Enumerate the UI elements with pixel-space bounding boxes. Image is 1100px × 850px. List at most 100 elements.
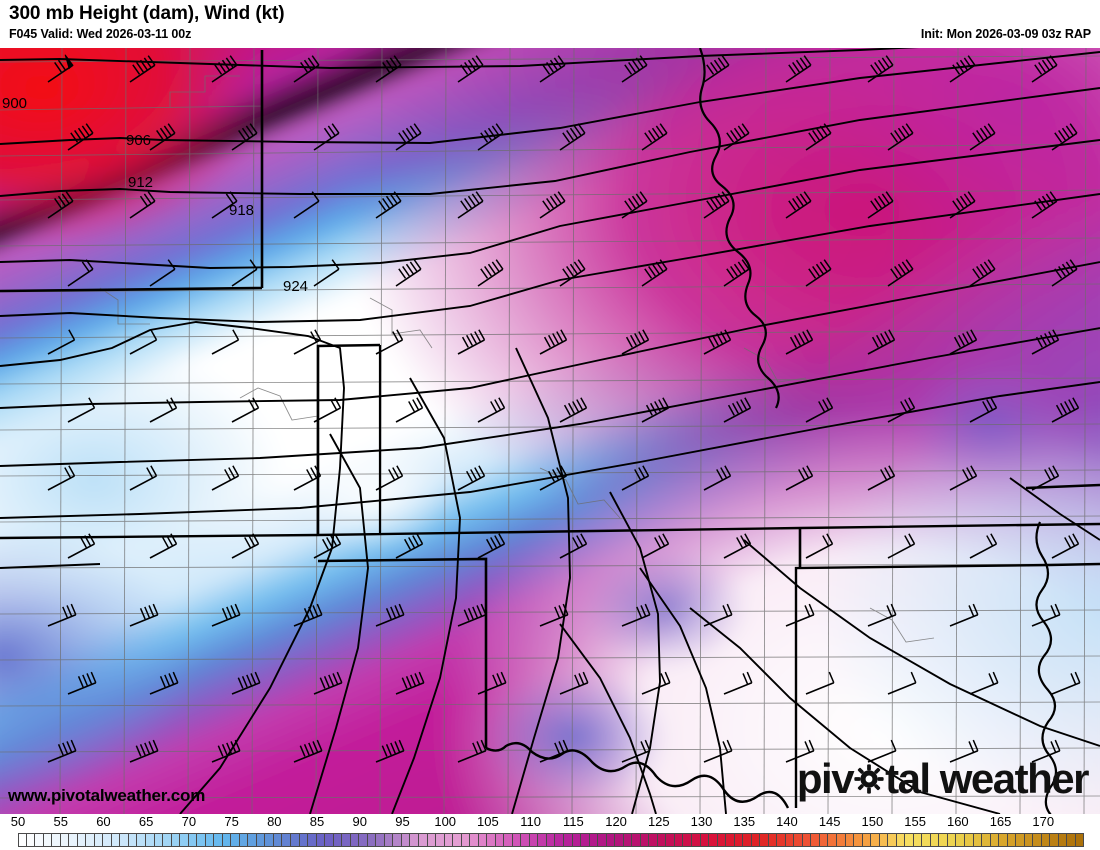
init-time-label: Init: Mon 2026-03-09 03z RAP (920, 27, 1091, 41)
colorbar-cell (896, 833, 906, 847)
colorbar-swatches (18, 833, 1085, 847)
colorbar-cell (35, 833, 44, 847)
colorbar-cell (726, 833, 735, 847)
colorbar-tick: 50 (10, 814, 26, 829)
colorbar-tick: 80 (267, 814, 282, 829)
colorbar-cell (418, 833, 428, 847)
contour-label: 918 (229, 202, 254, 219)
colorbar-cell (77, 833, 87, 847)
colorbar-cell (291, 833, 300, 847)
colorbar-tick: 130 (690, 814, 713, 829)
colorbar-cell (1024, 833, 1034, 847)
colorbar-tick: 105 (477, 814, 499, 829)
colorbar-cell (1016, 833, 1025, 847)
colorbar-tick: 165 (989, 814, 1012, 829)
colorbar-cell (282, 833, 291, 847)
colorbar-cell (214, 833, 223, 847)
colorbar-cell (555, 833, 564, 847)
colorbar-cell (103, 833, 112, 847)
colorbar-cell (922, 833, 931, 847)
colorbar-cell (444, 833, 454, 847)
colorbar-cell (197, 833, 206, 847)
map-header: 300 mb Height (dam), Wind (kt) F045 Vali… (0, 0, 1100, 48)
colorbar-cell (947, 833, 957, 847)
colorbar-cell (845, 833, 855, 847)
colorbar-cell (145, 833, 155, 847)
colorbar-tick: 170 (1032, 814, 1055, 829)
colorbar-tick: 95 (395, 814, 410, 829)
colorbar-cell (802, 833, 812, 847)
colorbar-cell (43, 833, 53, 847)
colorbar-tick: 100 (434, 814, 457, 829)
colorbar-cell (436, 833, 445, 847)
colorbar[interactable]: 50 55 60 65 70 75 80 85 90 95 100 105 110 115 120 125 13… (0, 814, 1100, 850)
colorbar-cell (86, 833, 95, 847)
colorbar-cell (709, 833, 718, 847)
colorbar-tick: 115 (562, 814, 584, 829)
colorbar-cell (333, 833, 343, 847)
contour-label: 906 (126, 132, 151, 149)
colorbar-cell (811, 833, 820, 847)
colorbar-tick: 55 (53, 814, 68, 829)
colorbar-cell (879, 833, 889, 847)
colorbar-cell (154, 833, 164, 847)
colorbar-cell (359, 833, 368, 847)
colorbar-cell (743, 833, 752, 847)
colorbar-tick: 70 (181, 814, 197, 829)
colorbar-cell (930, 833, 940, 847)
colorbar-cell (973, 833, 983, 847)
colorbar-tick: 90 (352, 814, 367, 829)
colorbar-cell (700, 833, 710, 847)
colorbar-cell (188, 833, 198, 847)
colorbar-cell (256, 833, 266, 847)
colorbar-cell (1033, 833, 1042, 847)
colorbar-cell (589, 833, 599, 847)
valid-time-label: F045 Valid: Wed 2026-03-11 00z (9, 27, 192, 41)
colorbar-cell (691, 833, 701, 847)
colorbar-cell (674, 833, 684, 847)
colorbar-cell (163, 833, 172, 847)
contour-label: 912 (128, 174, 153, 191)
colorbar-cell (487, 833, 496, 847)
colorbar-cell (69, 833, 78, 847)
colorbar-cell (888, 833, 897, 847)
colorbar-cell (982, 833, 991, 847)
colorbar-cell (956, 833, 965, 847)
colorbar-cell (512, 833, 522, 847)
colorbar-tick: 140 (776, 814, 798, 829)
colorbar-cell (734, 833, 744, 847)
colorbar-cell (1041, 833, 1051, 847)
colorbar-cell (632, 833, 641, 847)
colorbar-tick: 150 (861, 814, 884, 829)
colorbar-tick: 120 (605, 814, 627, 829)
colorbar-cell (538, 833, 547, 847)
colorbar-cell (717, 833, 727, 847)
colorbar-cell (265, 833, 274, 847)
colorbar-cell (581, 833, 590, 847)
colorbar-cell (1075, 833, 1085, 847)
colorbar-cell (26, 833, 36, 847)
map-svg: 900900906906912912918918924924 (0, 48, 1100, 814)
colorbar-cell (205, 833, 215, 847)
wind-speed-shading (0, 48, 1100, 814)
colorbar-cell (325, 833, 334, 847)
map-canvas[interactable]: 900900906906912912918918924924 www.pivot… (0, 48, 1100, 814)
colorbar-cell (239, 833, 249, 847)
colorbar-cell (495, 833, 505, 847)
colorbar-cell (964, 833, 974, 847)
colorbar-cell (367, 833, 377, 847)
colorbar-cell (640, 833, 650, 847)
colorbar-cell (504, 833, 513, 847)
colorbar-cell (384, 833, 394, 847)
colorbar-cell (60, 833, 70, 847)
colorbar-cell (1058, 833, 1068, 847)
colorbar-cell (683, 833, 692, 847)
colorbar-tick: 145 (818, 814, 841, 829)
colorbar-cell (777, 833, 786, 847)
colorbar-cell (18, 833, 27, 847)
colorbar-cell (546, 833, 556, 847)
colorbar-cell (111, 833, 121, 847)
colorbar-cell (478, 833, 488, 847)
colorbar-cell (410, 833, 419, 847)
